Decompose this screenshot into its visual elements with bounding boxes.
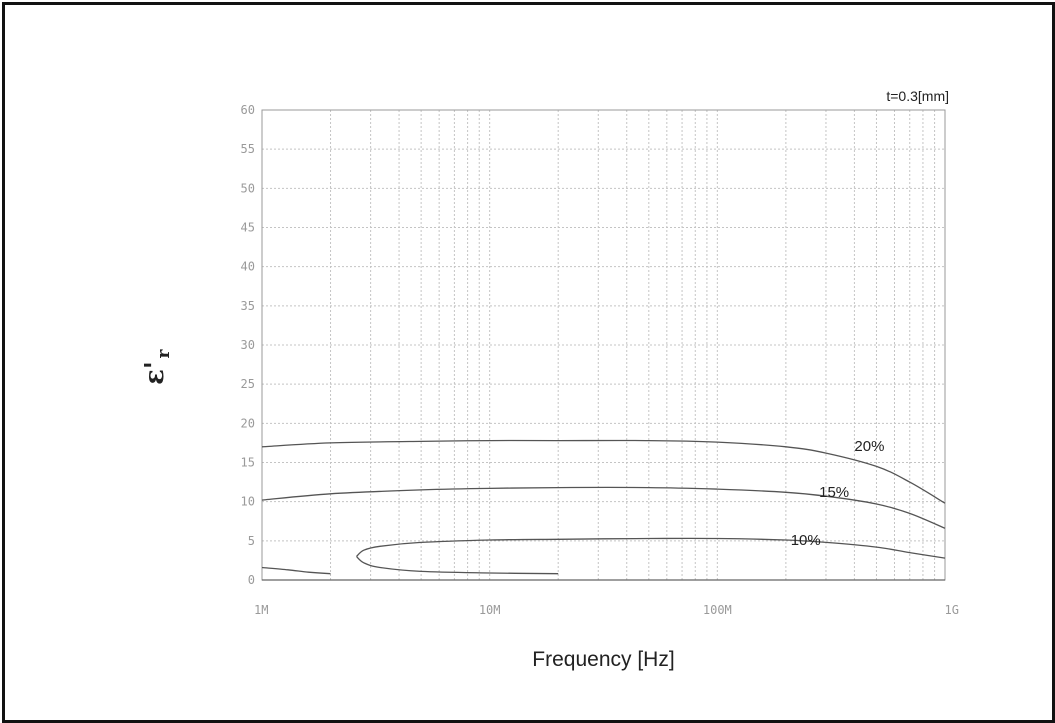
series-line [356,556,559,575]
y-tick-label: 20 [241,416,255,430]
x-axis-label: Frequency [Hz] [532,648,674,671]
y-axis-label-subscript: r [154,348,174,358]
y-tick-label: 45 [241,221,255,235]
series-line [261,486,946,529]
x-axis-ticks: 1M 10M 100M 1G [254,603,959,617]
y-tick-label: 30 [241,338,255,352]
y-tick-label: 5 [248,534,255,548]
y-tick-label: 0 [248,573,255,587]
y-tick-label: 55 [241,142,255,156]
y-axis-label: ε' [140,361,170,385]
x-tick-label: 10M [479,603,501,617]
y-tick-label: 60 [241,103,255,117]
series-line [356,537,946,559]
series-labels: 20% 15% 10% [791,438,885,549]
chart: 0 5 10 15 20 25 30 35 40 45 50 55 60 1M 10M 100M 1G 20%… [140,88,959,671]
y-axis-ticks: 0 5 10 15 20 25 30 35 40 45 50 55 60 [241,103,255,587]
series-line [261,566,331,575]
y-tick-label: 15 [241,456,255,470]
series [261,439,946,575]
grid [261,109,946,581]
y-tick-label: 25 [241,377,255,391]
series-line [261,439,946,504]
y-tick-label: 10 [241,495,255,509]
x-tick-label: 1G [945,603,959,617]
y-tick-label: 50 [241,181,255,195]
y-tick-label: 35 [241,299,255,313]
series-label: 20% [854,438,884,455]
series-label: 10% [791,532,821,549]
chart-annotation: t=0.3[mm] [886,88,949,104]
y-tick-label: 40 [241,260,255,274]
series-label: 15% [819,484,849,501]
x-tick-label: 1M [254,603,268,617]
x-tick-label: 100M [703,603,732,617]
